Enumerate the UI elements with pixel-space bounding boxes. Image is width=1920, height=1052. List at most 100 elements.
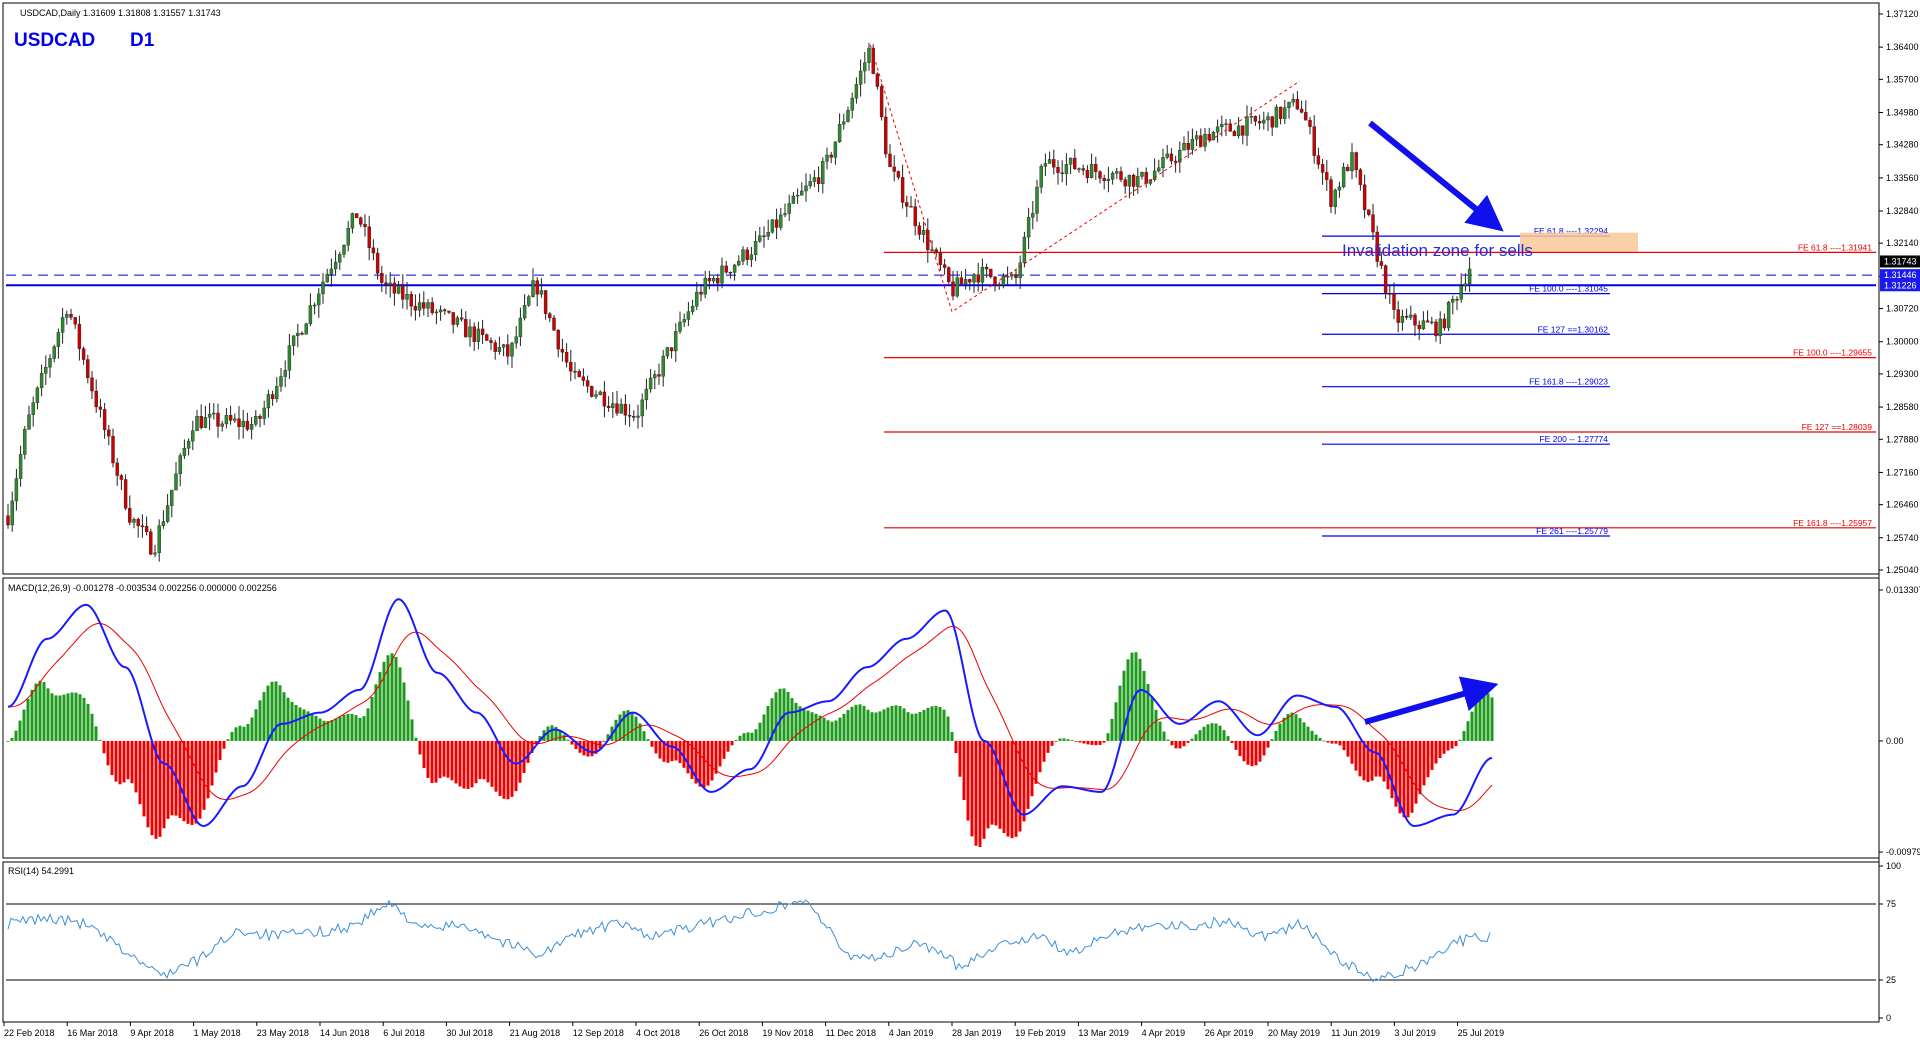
candle-body	[1329, 179, 1333, 207]
candle-body	[1308, 119, 1312, 127]
macd-histogram-bar	[746, 732, 750, 741]
macd-histogram-bar	[814, 713, 818, 741]
macd-histogram-bar	[1410, 740, 1414, 813]
candle-body	[1333, 189, 1337, 207]
candle-body	[732, 264, 737, 273]
macd-histogram-bar	[714, 740, 718, 774]
candle-body	[577, 371, 581, 377]
macd-histogram-bar	[674, 740, 678, 761]
candle-body	[258, 416, 262, 419]
macd-histogram-bar	[770, 698, 774, 741]
candle-body	[627, 415, 632, 417]
candle-body	[783, 213, 787, 216]
candle-body	[606, 405, 611, 408]
macd-histogram-bar	[1342, 740, 1346, 751]
macd-histogram-bar	[322, 720, 326, 741]
macd-histogram-bar	[798, 706, 802, 741]
macd-histogram-bar	[538, 736, 542, 741]
date-tick-label: 19 Nov 2018	[762, 1028, 813, 1038]
macd-histogram-bar	[98, 739, 102, 741]
macd-histogram-bar	[1490, 697, 1494, 741]
candle-body	[23, 429, 27, 455]
macd-histogram-bar	[602, 740, 606, 742]
candle-body	[1257, 121, 1262, 124]
candle-body	[598, 391, 602, 395]
candle-body	[1068, 157, 1073, 165]
macd-histogram-bar	[1266, 740, 1270, 748]
candle-body	[1379, 261, 1384, 266]
candle-body	[1278, 106, 1283, 119]
candle-body	[678, 321, 682, 332]
candle-body	[1354, 152, 1358, 170]
candle-body	[266, 394, 271, 409]
macd-histogram-bar	[962, 740, 966, 800]
macd-histogram-bar	[1366, 740, 1370, 782]
macd-histogram-bar	[94, 726, 98, 741]
candle-body	[1245, 116, 1249, 136]
candle-body	[1136, 176, 1140, 187]
candle-body	[984, 266, 989, 270]
candle-body	[430, 302, 434, 313]
candle-body	[375, 252, 380, 274]
macd-histogram-bar	[346, 713, 350, 741]
macd-histogram-bar	[310, 713, 314, 741]
candle-body	[522, 305, 527, 319]
macd-histogram-bar	[362, 716, 366, 741]
macd-histogram-bar	[998, 740, 1002, 829]
macd-histogram-bar	[1374, 740, 1378, 777]
macd-histogram-bar	[546, 726, 550, 741]
candle-body	[1325, 172, 1329, 180]
macd-histogram-bar	[254, 709, 258, 741]
candle-body	[275, 386, 279, 399]
macd-histogram-bar	[458, 740, 462, 787]
chart-header: USDCAD,Daily 1.31609 1.31808 1.31557 1.3…	[20, 8, 221, 18]
candle-body	[161, 521, 166, 526]
macd-histogram-bar	[1378, 740, 1382, 777]
macd-histogram-bar	[1274, 730, 1278, 741]
candle-body	[56, 332, 61, 347]
macd-histogram-bar	[1242, 740, 1246, 762]
bearish-arrow	[1368, 120, 1504, 232]
candle-body	[1035, 186, 1039, 214]
macd-histogram-bar	[454, 740, 458, 784]
macd-histogram-bar	[1230, 740, 1234, 743]
candle-body	[812, 177, 817, 182]
macd-histogram-bar	[238, 725, 242, 741]
macd-histogram-bar	[586, 740, 590, 757]
rsi-tick-label: 75	[1886, 899, 1896, 909]
candle-body	[107, 429, 111, 437]
fib-level-label: FE 161.8 ----1.25957	[1793, 518, 1872, 528]
candle-body	[1081, 168, 1085, 171]
candle-body	[720, 265, 724, 284]
candle-body	[476, 328, 481, 342]
candle-body	[1224, 123, 1228, 126]
macd-histogram-bar	[258, 700, 262, 741]
candle-body	[997, 284, 1001, 287]
macd-histogram-bar	[242, 726, 246, 741]
candle-body	[1022, 236, 1027, 263]
macd-histogram-bar	[474, 740, 478, 784]
macd-histogram-bar	[462, 740, 466, 789]
candle-body	[1371, 214, 1375, 233]
candle-body	[1442, 318, 1447, 329]
macd-histogram-bar	[1022, 740, 1026, 822]
macd-histogram-bar	[1102, 740, 1106, 743]
macd-histogram-bar	[722, 740, 726, 759]
date-tick-label: 25 Jul 2019	[1458, 1028, 1505, 1038]
candle-body	[800, 190, 804, 196]
macd-histogram-bar	[1014, 740, 1018, 837]
macd-histogram-bar	[982, 740, 986, 839]
candle-body	[1388, 293, 1392, 295]
candle-body	[186, 440, 191, 449]
price-tick-label: 1.34280	[1886, 140, 1919, 150]
macd-histogram-bar	[126, 740, 130, 780]
candle-body	[938, 252, 943, 265]
macd-histogram-bar	[358, 717, 362, 741]
candle-body	[317, 293, 321, 306]
macd-histogram-bar	[270, 681, 274, 741]
candle-body	[31, 402, 35, 415]
candle-body	[669, 347, 674, 352]
price-tick-label: 1.35700	[1886, 74, 1919, 84]
candle-body	[52, 346, 56, 359]
macd-histogram-bar	[1030, 740, 1034, 797]
